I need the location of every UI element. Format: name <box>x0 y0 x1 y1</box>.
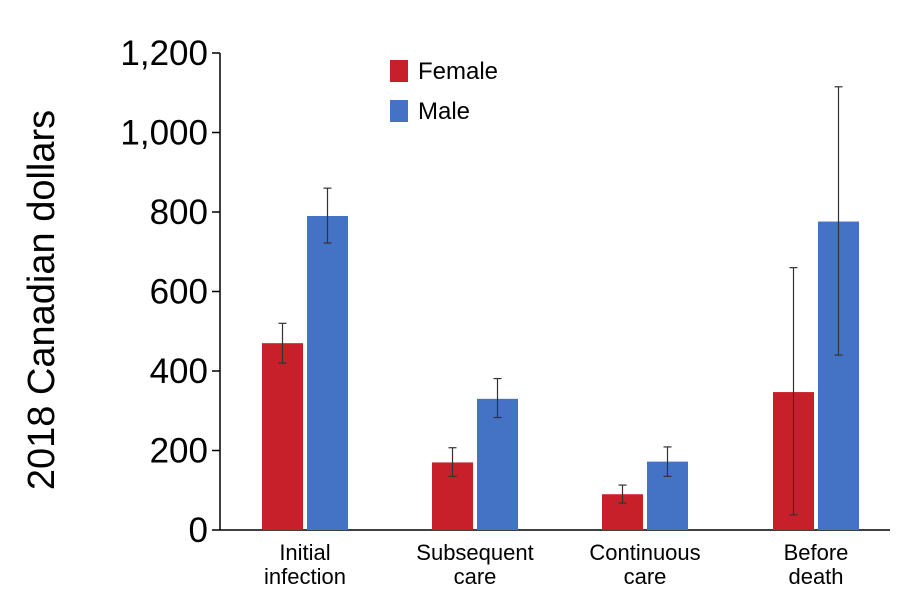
bar-female-0 <box>262 343 303 530</box>
x-tick-label: Continuous care <box>589 540 700 589</box>
y-tick-label: 1,200 <box>120 34 208 73</box>
legend-label-male: Male <box>418 98 470 125</box>
y-axis-label: 2018 Canadian dollars <box>21 110 63 490</box>
bars <box>262 215 859 531</box>
y-tick-label: 600 <box>150 273 208 312</box>
legend-label-female: Female <box>418 58 498 85</box>
error-bars <box>278 86 843 516</box>
x-ticks: Initial infection Subsequent care Continuous… <box>264 540 848 589</box>
y-tick-label: 800 <box>150 193 208 232</box>
y-tick-label: 200 <box>150 432 208 471</box>
bar-male-1 <box>477 398 518 530</box>
y-tick-label: 400 <box>150 352 208 391</box>
x-tick-label: Subsequent care <box>416 540 533 589</box>
bar-male-0 <box>307 215 348 530</box>
y-tick-label: 0 <box>189 511 208 550</box>
legend-swatch-male <box>390 100 408 122</box>
legend-swatch-female <box>390 60 408 82</box>
x-tick-label: Before death <box>784 540 849 589</box>
y-ticks: 0 200 400 600 800 1,000 1,200 <box>120 34 220 550</box>
x-tick-label: Initial infection <box>264 540 346 589</box>
y-tick-label: 1,000 <box>120 114 208 153</box>
legend: Female Male <box>390 58 498 125</box>
